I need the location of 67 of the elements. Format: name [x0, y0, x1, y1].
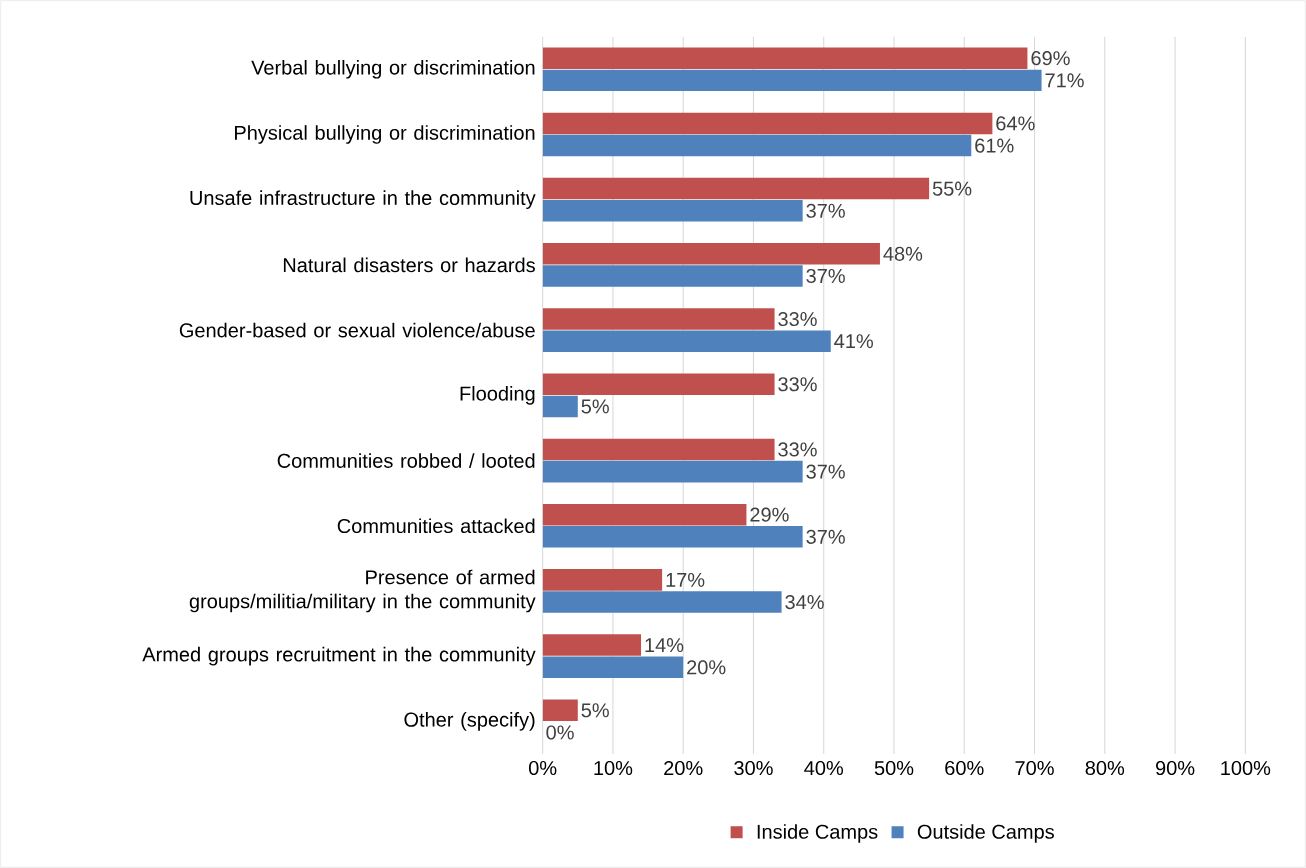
- bar: [542, 503, 747, 526]
- bar: [542, 460, 803, 483]
- data-label: 41%: [834, 334, 873, 349]
- data-label: 48%: [883, 246, 923, 261]
- x-tick-label: 90%: [1156, 760, 1195, 776]
- y-tick-label: Communities robbed / looted: [277, 453, 535, 468]
- data-label: 71%: [1045, 73, 1084, 88]
- x-tick-label: 70%: [1015, 760, 1054, 776]
- data-label: 20%: [687, 660, 726, 675]
- data-label: 69%: [1031, 51, 1070, 66]
- bar: [542, 591, 782, 613]
- data-label: 34%: [785, 594, 824, 610]
- data-label: 37%: [806, 464, 845, 479]
- y-tick-label: Communities attacked: [337, 518, 535, 534]
- bar: [542, 699, 578, 722]
- data-label: 5%: [581, 703, 609, 718]
- data-label: 29%: [750, 507, 789, 522]
- data-label: 5%: [581, 399, 609, 414]
- x-tick-label: 40%: [804, 760, 844, 776]
- y-tick-label: Flooding: [460, 386, 535, 405]
- y-tick-label: Presence of armed groups/militia/military in the community: [189, 569, 536, 613]
- bar: [542, 569, 663, 591]
- data-label: 61%: [975, 138, 1014, 153]
- bar: [542, 395, 578, 418]
- y-tick-label: Physical bullying or discrimination: [235, 125, 535, 144]
- y-tick-label: Other (specify): [404, 712, 535, 731]
- y-tick-label: Verbal bullying or discrimination: [251, 59, 535, 79]
- bar: [542, 134, 972, 157]
- y-tick-label: Gender-based or sexual violence/abuse: [179, 322, 535, 338]
- bar: [542, 69, 1042, 92]
- x-tick-label: 80%: [1085, 760, 1125, 776]
- data-label: 37%: [806, 203, 845, 218]
- y-tick-label: Natural disasters or hazards: [283, 257, 535, 273]
- data-label: 33%: [778, 311, 817, 327]
- x-tick-label: 10%: [594, 760, 633, 776]
- data-label: 33%: [778, 377, 817, 392]
- legend-label: Inside Camps: [757, 824, 878, 843]
- x-tick-label: 30%: [734, 760, 773, 776]
- bar: [542, 200, 803, 222]
- data-label: 33%: [778, 442, 817, 457]
- bar: [542, 243, 880, 265]
- x-tick-label: 0%: [528, 760, 557, 776]
- bar: [542, 330, 831, 352]
- data-label: 0%: [546, 725, 574, 740]
- x-tick-label: 50%: [874, 760, 914, 776]
- x-tick-label: 20%: [664, 760, 703, 776]
- bar: [542, 112, 993, 135]
- y-tick-label: Unsafe infrastructure in the community: [190, 190, 536, 209]
- y-tick-label: Armed groups recruitment in the community: [142, 646, 536, 666]
- bar: [542, 177, 930, 200]
- bar: [542, 265, 803, 287]
- bar: [542, 47, 1028, 69]
- data-label: 64%: [996, 116, 1035, 131]
- data-label: 14%: [645, 638, 684, 653]
- legend-label: Outside Camps: [917, 824, 1054, 843]
- bar: [542, 634, 642, 656]
- x-tick-label: 60%: [945, 760, 984, 776]
- data-label: 17%: [666, 572, 705, 587]
- bar: [542, 308, 775, 330]
- data-label: 37%: [806, 529, 845, 544]
- data-label: 55%: [932, 181, 972, 196]
- bar: [542, 438, 775, 461]
- data-label: 37%: [806, 268, 845, 284]
- bar: [542, 656, 684, 679]
- bar: [542, 526, 803, 548]
- bar: [542, 373, 775, 396]
- x-tick-label: 100%: [1221, 760, 1271, 776]
